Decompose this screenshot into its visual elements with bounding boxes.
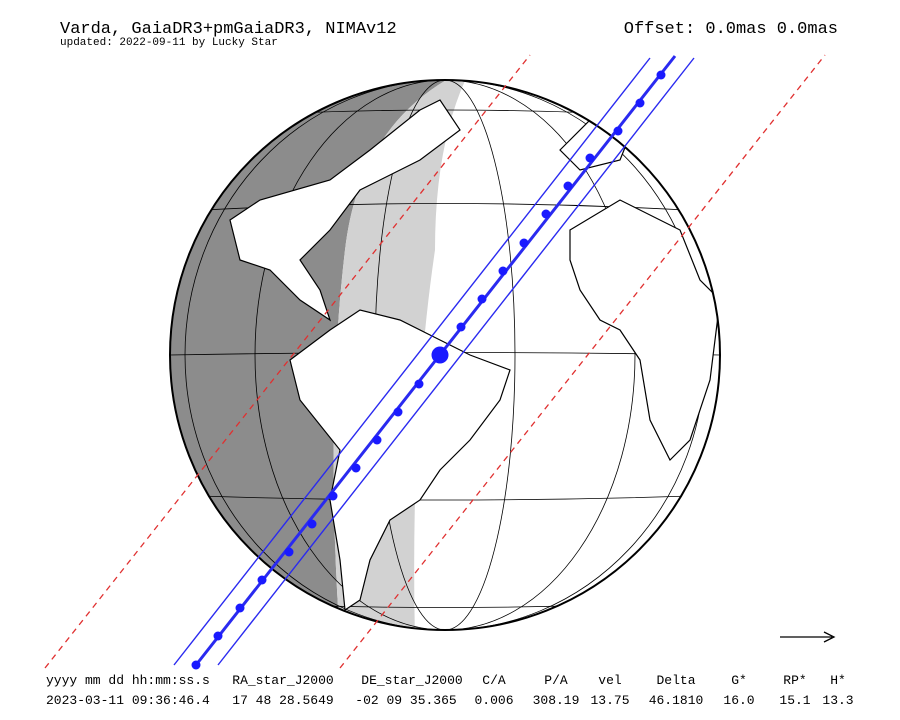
table-value: 13.75 (590, 693, 629, 708)
table-value: 308.19 (533, 693, 580, 708)
time-marker (191, 660, 201, 670)
time-marker (635, 98, 645, 108)
table-header: Delta (656, 673, 695, 688)
time-marker (328, 491, 338, 501)
time-marker (257, 575, 267, 585)
offset: Offset: 0.0mas 0.0mas (624, 20, 838, 39)
table-value: 2023-03-11 09:36:46.4 (46, 693, 210, 708)
updated: updated: 2022-09-11 by Lucky Star (60, 37, 278, 49)
table-header: P/A (544, 673, 568, 688)
time-marker (519, 238, 529, 248)
table-value: 0.006 (474, 693, 513, 708)
time-marker (613, 126, 623, 136)
table-header: RA_star_J2000 (232, 673, 333, 688)
table-value: -02 09 35.365 (355, 693, 456, 708)
shadow-path (44, 54, 826, 670)
direction-arrow-head (823, 631, 836, 643)
table-value: 15.1 (779, 693, 810, 708)
table-header: yyyy mm dd hh:mm:ss.s (46, 673, 210, 688)
closest-approach (431, 346, 449, 364)
time-marker (414, 379, 424, 389)
time-marker (213, 631, 223, 641)
time-marker (477, 294, 487, 304)
table-header: RP* (783, 673, 806, 688)
table-value: 16.0 (723, 693, 754, 708)
shadow-limit (173, 57, 651, 666)
shadow-limit (217, 57, 695, 666)
table-header: H* (830, 673, 846, 688)
time-marker (372, 435, 382, 445)
globe (170, 80, 720, 630)
globe-outline (169, 79, 721, 631)
table-value: 17 48 28.5649 (232, 693, 333, 708)
title: Varda, GaiaDR3+pmGaiaDR3, NIMAv12 (60, 20, 397, 39)
error-limit (44, 54, 531, 669)
time-marker (235, 603, 245, 613)
table-value: 46.1810 (649, 693, 704, 708)
time-marker (563, 181, 573, 191)
continents (229, 99, 720, 612)
time-marker (351, 463, 361, 473)
error-limit (339, 54, 826, 669)
table-header: C/A (482, 673, 506, 688)
table-header: G* (731, 673, 747, 688)
table-header: DE_star_J2000 (361, 673, 462, 688)
time-marker (456, 322, 466, 332)
time-marker (284, 547, 294, 557)
time-marker (656, 70, 666, 80)
table-value: 13.3 (822, 693, 853, 708)
table-header: vel (598, 673, 622, 688)
time-marker (498, 266, 508, 276)
time-marker (307, 519, 317, 529)
time-marker (541, 209, 551, 219)
time-marker (585, 153, 595, 163)
time-marker (393, 407, 403, 417)
